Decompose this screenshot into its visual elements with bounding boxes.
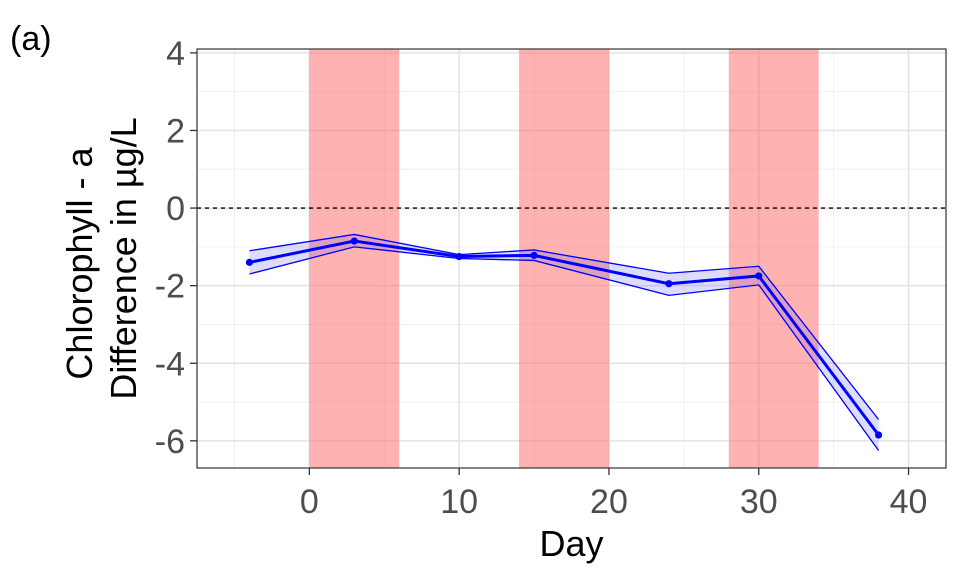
data-point: [455, 252, 463, 261]
shaded-period: [728, 49, 819, 468]
x-tick-label: 10: [440, 483, 478, 521]
x-axis-title: Day: [539, 523, 603, 564]
data-point: [245, 258, 254, 266]
y-axis-title: Chlorophyll - a Difference in µg/L: [59, 117, 144, 399]
panel-label: (a): [10, 20, 52, 58]
data-point: [874, 431, 883, 439]
y-tick-label: 4: [166, 35, 185, 73]
y-tick-label: -6: [155, 423, 185, 461]
y-tick-label: -2: [155, 268, 185, 306]
plot-border: [196, 48, 947, 469]
y-tick-label: -4: [155, 345, 185, 383]
x-tick-label: 0: [300, 483, 319, 521]
y-tick-label: 0: [166, 190, 185, 228]
x-tick-label: 20: [590, 483, 628, 521]
y-axis-title-line-1: Chlorophyll - a: [59, 146, 100, 379]
confidence-band: [249, 234, 879, 451]
data-point: [350, 237, 358, 245]
data-point: [665, 280, 673, 288]
data-point: [755, 272, 763, 280]
series: [245, 233, 883, 451]
shaded-period: [309, 49, 400, 468]
y-axis-title-line-2: Difference in µg/L: [103, 117, 144, 399]
upper-bound-line: [249, 233, 880, 420]
lower-bound-line: [249, 246, 880, 451]
x-tick-label: 30: [740, 483, 778, 521]
x-tick-label: 40: [890, 483, 928, 521]
data-point: [530, 251, 538, 259]
y-tick-label: 2: [166, 112, 185, 150]
